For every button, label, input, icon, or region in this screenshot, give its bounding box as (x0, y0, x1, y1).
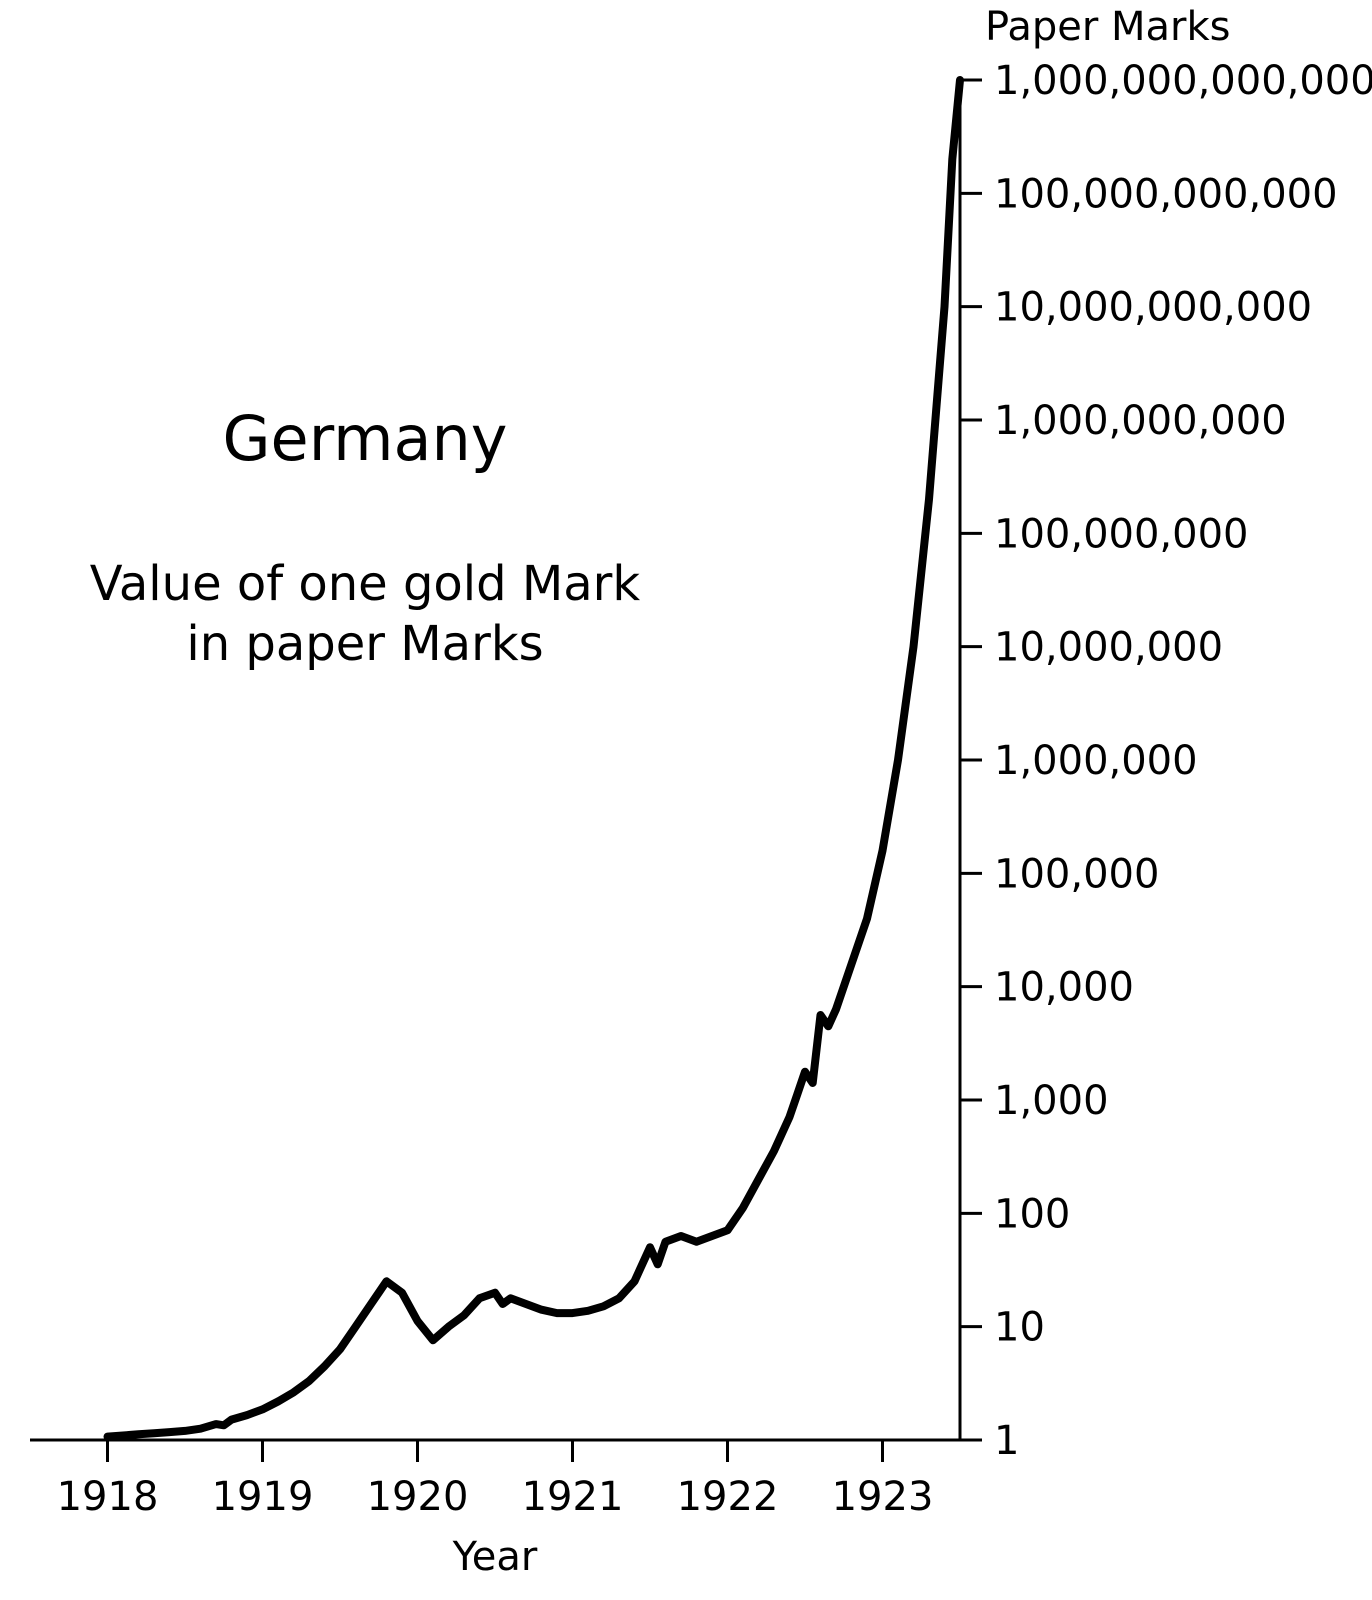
y-ticks: 1 10 100 1,000 10,000 100,000 1,000,000 10,000,… (960, 58, 1372, 1464)
chart-container: 1 10 100 1,000 10,000 100,000 1,000,000 10,000,… (0, 0, 1372, 1600)
y-tick-label: 1,000,000 (994, 738, 1198, 784)
chart-title: Germany (223, 402, 508, 475)
y-tick-label: 10,000,000,000 (994, 285, 1312, 331)
x-tick-label: 1922 (677, 1474, 779, 1520)
y-tick-label: 100,000,000 (994, 511, 1248, 557)
y-tick-label: 10 (994, 1305, 1045, 1351)
y-tick-label: 100,000,000,000 (994, 171, 1338, 217)
x-ticks: 1918 1919 1920 1921 1922 1923 (57, 1440, 934, 1520)
y-tick-label: 10,000,000 (994, 625, 1223, 671)
x-tick-label: 1920 (367, 1474, 469, 1520)
chart-subtitle-line1: Value of one gold Mark (90, 556, 641, 612)
chart-subtitle-line2: in paper Marks (186, 616, 543, 672)
y-tick-label: 100,000 (994, 851, 1159, 897)
x-tick-label: 1919 (212, 1474, 314, 1520)
x-tick-label: 1918 (57, 1474, 159, 1520)
x-tick-label: 1923 (832, 1474, 934, 1520)
y-tick-label: 100 (994, 1191, 1070, 1237)
line-chart: 1 10 100 1,000 10,000 100,000 1,000,000 10,000,… (0, 0, 1372, 1600)
y-axis-title: Paper Marks (985, 4, 1230, 50)
x-tick-label: 1921 (522, 1474, 624, 1520)
x-axis-title: Year (452, 1534, 538, 1580)
y-tick-label: 1,000 (994, 1078, 1109, 1124)
series-line (108, 80, 961, 1437)
y-tick-label: 1,000,000,000,000 (994, 58, 1372, 104)
y-tick-label: 1 (994, 1418, 1019, 1464)
y-tick-label: 1,000,000,000 (994, 398, 1287, 444)
axes (30, 80, 960, 1440)
y-tick-label: 10,000 (994, 965, 1134, 1011)
